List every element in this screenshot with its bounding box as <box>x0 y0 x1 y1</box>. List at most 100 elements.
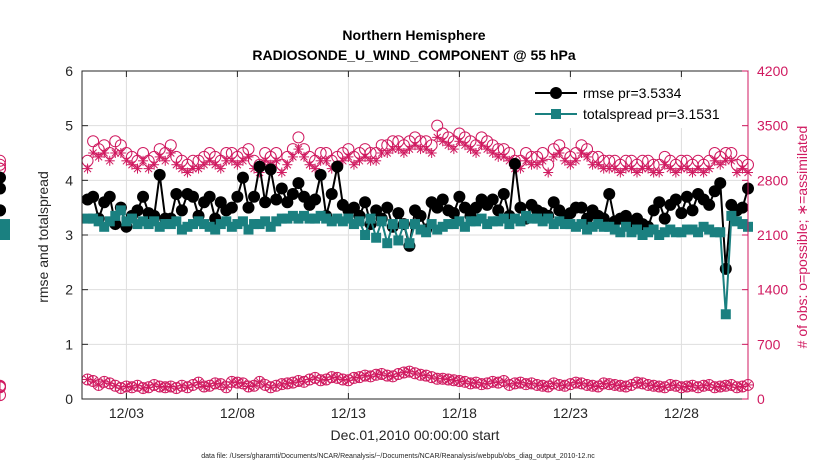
obs-assimilated-point <box>559 155 570 166</box>
obs-assimilated-point <box>138 155 149 166</box>
obs-assimilated-point <box>165 148 176 158</box>
y2-tick-label: 3500 <box>757 118 788 134</box>
totalspread-point <box>326 216 337 227</box>
totalspread-point <box>654 230 665 240</box>
totalspread-point <box>387 219 398 230</box>
totalspread-point <box>493 216 504 227</box>
rmse-point <box>87 190 100 203</box>
obs-assimilated-point <box>687 167 698 178</box>
totalspread-point <box>88 213 99 224</box>
obs-assimilated-point <box>493 377 504 388</box>
obs-assimilated-point <box>143 163 154 174</box>
totalspread-point <box>410 219 420 230</box>
obs-possible-point <box>292 131 305 144</box>
obs-assimilated-point <box>132 163 143 174</box>
rmse-point <box>414 209 427 222</box>
rmse-point <box>175 204 188 217</box>
totalspread-point <box>204 221 215 232</box>
totalspread-point <box>165 219 176 230</box>
totalspread-point <box>593 219 604 230</box>
legend-spread-marker <box>551 109 561 119</box>
obs-assimilated-point <box>226 155 237 166</box>
rmse-point <box>392 207 405 220</box>
obs-assimilated-point <box>565 159 576 170</box>
obs-assimilated-point <box>698 167 709 178</box>
totalspread-point <box>643 227 654 238</box>
obs-assimilated-point <box>88 376 99 387</box>
rmse-point <box>436 193 449 206</box>
totalspread-point <box>482 219 493 230</box>
rmse-point <box>236 171 249 184</box>
totalspread-point <box>249 219 260 230</box>
totalspread-point <box>476 213 487 224</box>
totalspread-point <box>681 224 692 235</box>
totalspread-point <box>715 227 726 238</box>
obs-assimilated-point <box>482 144 493 155</box>
totalspread-point <box>237 216 248 227</box>
totalspread-point <box>193 216 204 227</box>
y2-tick-label: 0 <box>757 391 765 407</box>
y-tick-label: 1 <box>65 336 73 352</box>
totalspread-point <box>393 235 404 246</box>
totalspread-point <box>665 224 676 235</box>
obs-assimilated-point <box>632 377 642 388</box>
obs-assimilated-point <box>304 159 315 170</box>
rmse-point <box>658 212 671 225</box>
obs-possible-point <box>431 119 444 132</box>
totalspread-point <box>171 216 182 227</box>
obs-assimilated-point <box>465 144 476 155</box>
obs-assimilated-point <box>476 140 487 151</box>
obs-assimilated-point <box>382 148 393 158</box>
obs-assimilated-point <box>582 151 593 162</box>
rmse-point <box>270 193 283 206</box>
totalspread-point <box>487 216 498 227</box>
obs-assimilated-point <box>204 155 215 166</box>
totalspread-point <box>426 219 437 230</box>
totalspread-point <box>126 213 137 224</box>
totalspread-point <box>687 224 698 235</box>
totalspread-point <box>537 216 548 227</box>
obs-assimilated-point <box>271 380 282 391</box>
totalspread-point <box>232 219 243 230</box>
y-tick-label: 0 <box>65 391 73 407</box>
totalspread-point <box>726 210 737 221</box>
obs-assimilated-point <box>665 379 676 390</box>
obs-assimilated-point <box>404 366 415 377</box>
rmse-point <box>0 182 6 195</box>
obs-assimilated-point <box>282 159 293 170</box>
obs-assimilated-point <box>482 378 493 389</box>
obs-assimilated-point <box>471 148 482 158</box>
obs-assimilated-point <box>221 155 232 166</box>
rmse-point <box>447 207 460 220</box>
totalspread-point <box>582 224 593 235</box>
totalspread-point <box>515 216 526 227</box>
obs-assimilated-point <box>620 381 631 392</box>
obs-assimilated-point <box>670 167 681 178</box>
totalspread-point <box>676 227 687 238</box>
data-file-footer: data file: /Users/gharamti/Documents/NCA… <box>201 453 595 460</box>
totalspread-point <box>365 213 376 224</box>
obs-assimilated-point <box>243 381 254 392</box>
totalspread-point <box>709 227 720 238</box>
totalspread-point <box>343 213 354 224</box>
totalspread-point <box>199 219 210 230</box>
totalspread-point <box>99 221 110 232</box>
totalspread-point <box>149 216 160 227</box>
totalspread-point <box>0 230 10 240</box>
totalspread-point <box>604 221 615 232</box>
obs-assimilated-point <box>493 151 504 162</box>
obs-assimilated-point <box>632 167 642 178</box>
obs-assimilated-point <box>354 155 365 166</box>
obs-assimilated-point <box>487 148 498 158</box>
obs-assimilated-point <box>498 151 509 162</box>
obs-assimilated-point <box>343 151 354 162</box>
totalspread-point <box>521 210 531 221</box>
obs-assimilated-point <box>426 148 437 158</box>
obs-assimilated-point <box>532 159 543 170</box>
totalspread-point <box>471 216 482 227</box>
obs-assimilated-point <box>410 368 420 379</box>
obs-assimilated-point <box>232 159 243 170</box>
obs-assimilated-point <box>593 159 604 170</box>
obs-assimilated-point <box>643 163 654 174</box>
obs-possible-point <box>0 162 6 175</box>
